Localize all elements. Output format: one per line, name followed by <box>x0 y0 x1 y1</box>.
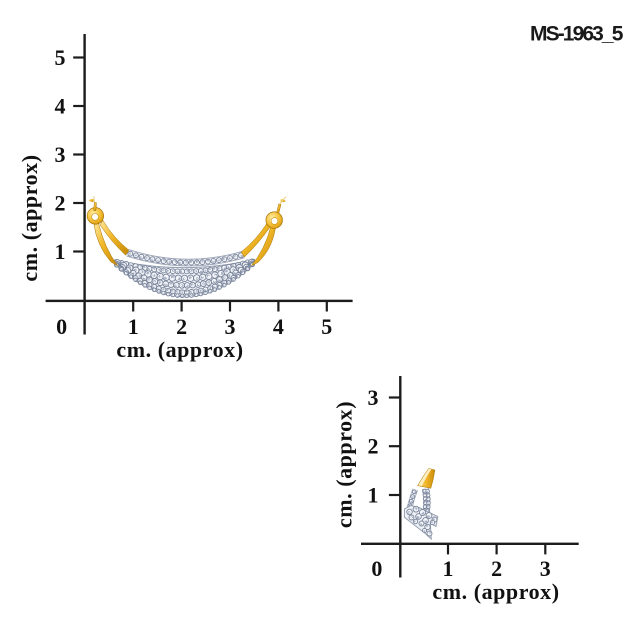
svg-text:0: 0 <box>56 314 67 339</box>
svg-text:4: 4 <box>273 314 284 339</box>
svg-text:1: 1 <box>443 556 454 581</box>
svg-text:5: 5 <box>55 45 66 70</box>
svg-text:1: 1 <box>368 482 379 507</box>
svg-text:5: 5 <box>321 314 332 339</box>
svg-text:3: 3 <box>540 556 551 581</box>
svg-text:1: 1 <box>128 314 139 339</box>
svg-text:cm. (approx): cm. (approx) <box>432 579 559 604</box>
svg-text:2: 2 <box>176 314 187 339</box>
svg-text:4: 4 <box>55 93 66 118</box>
svg-text:2: 2 <box>368 434 379 459</box>
svg-text:MS-1963_5: MS-1963_5 <box>530 22 624 45</box>
svg-text:3: 3 <box>368 385 379 410</box>
svg-text:cm. (approx): cm. (approx) <box>332 401 357 528</box>
svg-text:2: 2 <box>491 556 502 581</box>
svg-text:0: 0 <box>371 556 382 581</box>
svg-text:cm. (approx): cm. (approx) <box>17 154 42 281</box>
svg-text:1: 1 <box>55 239 66 264</box>
svg-text:cm. (approx): cm. (approx) <box>116 337 243 362</box>
svg-text:2: 2 <box>55 190 66 215</box>
svg-text:3: 3 <box>225 314 236 339</box>
svg-text:3: 3 <box>55 142 66 167</box>
